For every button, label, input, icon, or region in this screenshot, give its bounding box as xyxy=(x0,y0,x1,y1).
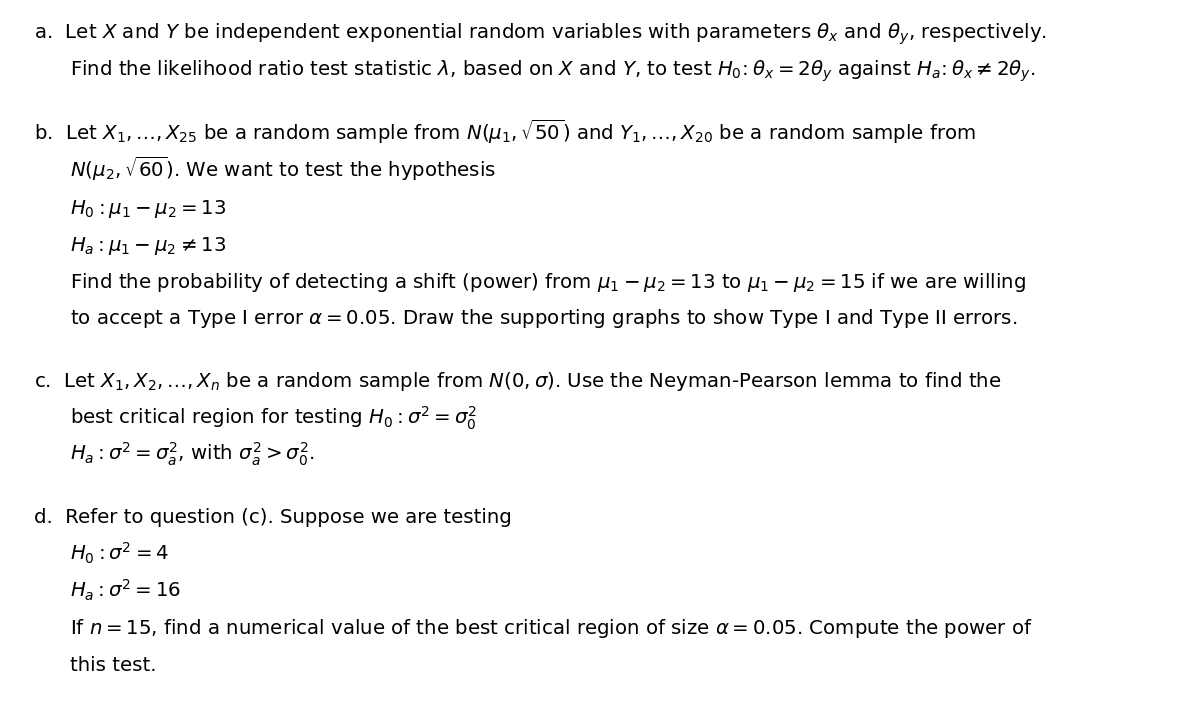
Text: If $n = 15$, find a numerical value of the best critical region of size $\alpha : If $n = 15$, find a numerical value of t… xyxy=(70,617,1032,640)
Text: d.  Refer to question (c). Suppose we are testing: d. Refer to question (c). Suppose we are… xyxy=(34,508,511,528)
Text: $H_0: \mu_1 - \mu_2 = 13$: $H_0: \mu_1 - \mu_2 = 13$ xyxy=(70,197,226,219)
Text: $H_a: \sigma^2 = 16$: $H_a: \sigma^2 = 16$ xyxy=(70,577,181,603)
Text: this test.: this test. xyxy=(70,656,156,675)
Text: best critical region for testing $H_0: \sigma^2 = \sigma_0^2$: best critical region for testing $H_0: \… xyxy=(70,404,476,432)
Text: a.  Let $X$ and $Y$ be independent exponential random variables with parameters : a. Let $X$ and $Y$ be independent expone… xyxy=(34,22,1046,48)
Text: b.  Let $X_1,\ldots,X_{25}$ be a random sample from $N(\mu_1,\sqrt{50})$ and $Y_: b. Let $X_1,\ldots,X_{25}$ be a random s… xyxy=(34,118,976,146)
Text: $N(\mu_2,\sqrt{60})$. We want to test the hypothesis: $N(\mu_2,\sqrt{60})$. We want to test th… xyxy=(70,155,496,182)
Text: $H_a: \mu_1 - \mu_2 \neq 13$: $H_a: \mu_1 - \mu_2 \neq 13$ xyxy=(70,234,226,256)
Text: Find the probability of detecting a shift (power) from $\mu_1 - \mu_2 = 13$ to $: Find the probability of detecting a shif… xyxy=(70,271,1026,293)
Text: Find the likelihood ratio test statistic $\lambda$, based on $X$ and $Y$, to tes: Find the likelihood ratio test statistic… xyxy=(70,59,1036,84)
Text: $H_0: \sigma^2 = 4$: $H_0: \sigma^2 = 4$ xyxy=(70,540,169,566)
Text: c.  Let $X_1, X_2,\ldots, X_n$ be a random sample from $N(0,\sigma)$. Use the Ne: c. Let $X_1, X_2,\ldots, X_n$ be a rando… xyxy=(34,370,1001,393)
Text: $H_a: \sigma^2 = \sigma_a^2$, with $\sigma_a^2 > \sigma_0^2$.: $H_a: \sigma^2 = \sigma_a^2$, with $\sig… xyxy=(70,441,314,469)
Text: to accept a Type I error $\alpha = 0.05$. Draw the supporting graphs to show Typ: to accept a Type I error $\alpha = 0.05$… xyxy=(70,307,1018,330)
